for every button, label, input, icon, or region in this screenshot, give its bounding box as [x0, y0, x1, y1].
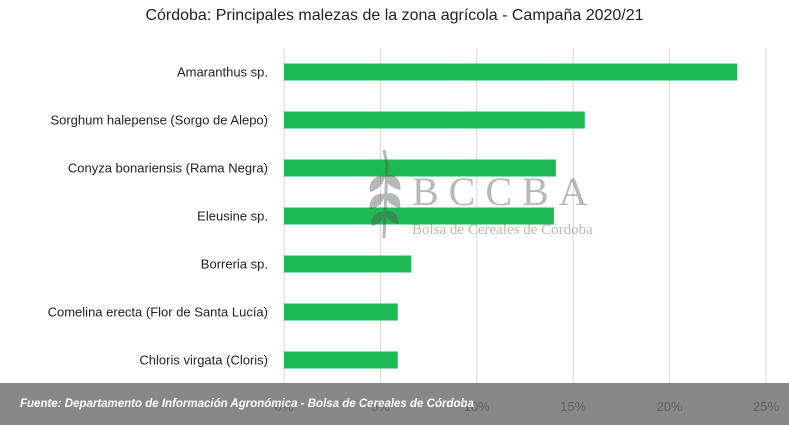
category-label: Borreria sp.	[201, 257, 268, 272]
source-footer: Fuente: Departamento de Información Agro…	[0, 383, 789, 425]
bar	[284, 63, 738, 81]
category-label: Conyza bonariensis (Rama Negra)	[68, 161, 268, 176]
bccba-watermark: BCCBA Bolsa de Cereales de Córdoba	[362, 146, 622, 246]
category-label: Comelina erecta (Flor de Santa Lucía)	[48, 305, 268, 320]
source-text: Fuente: Departamento de Información Agro…	[20, 398, 474, 410]
bar	[284, 255, 412, 273]
bar	[284, 351, 398, 369]
category-label: Amaranthus sp.	[177, 65, 268, 80]
bar	[284, 159, 556, 177]
watermark-letters: BCCBA	[412, 169, 598, 214]
bar	[284, 111, 585, 129]
chart-title: Córdoba: Principales malezas de la zona …	[145, 7, 644, 24]
category-label: Sorghum halepense (Sorgo de Alepo)	[50, 113, 268, 128]
category-label: Eleusine sp.	[197, 209, 268, 224]
category-label: Chloris virgata (Cloris)	[139, 353, 268, 368]
watermark-subtitle: Bolsa de Cereales de Córdoba	[412, 222, 593, 238]
wheat-logo-icon	[369, 149, 401, 239]
bar	[284, 207, 554, 225]
bar	[284, 303, 398, 321]
